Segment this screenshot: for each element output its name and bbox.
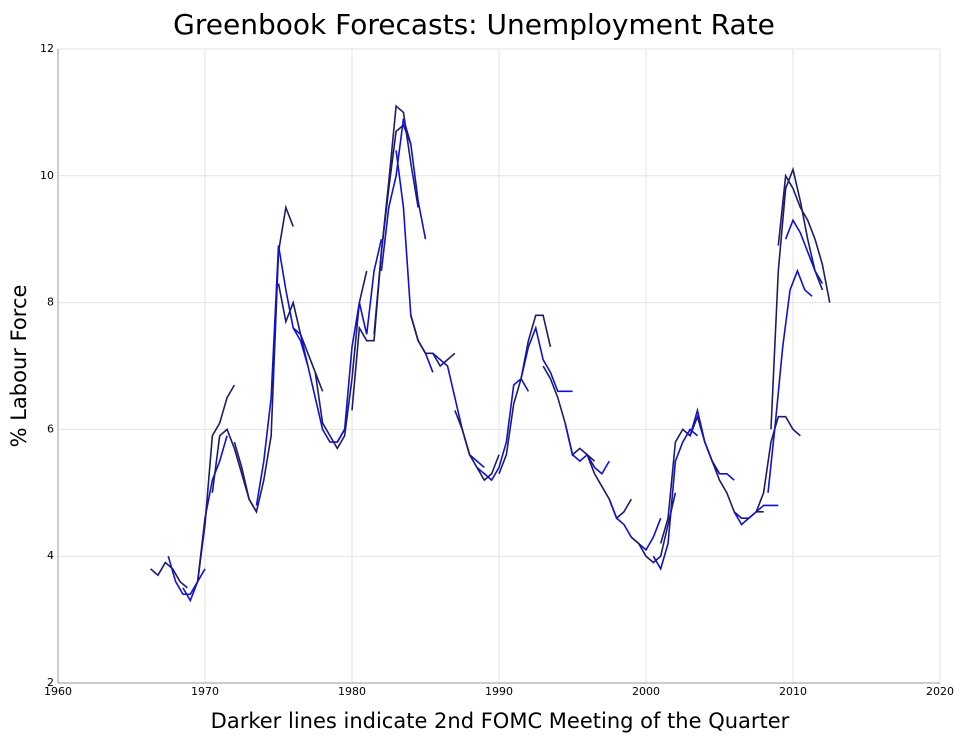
forecast-line [314, 270, 368, 451]
forecast-line [652, 428, 698, 571]
forecast-line [336, 239, 383, 443]
forecast-line [542, 365, 596, 462]
forecast-line [520, 325, 573, 393]
y-axis-label: % Labour Force [7, 285, 31, 448]
x-tick-label: 1970 [191, 685, 219, 698]
forecast-line [777, 173, 831, 303]
forecast-line [498, 314, 552, 475]
y-tick-label: 4 [47, 549, 54, 562]
forecast-line [711, 460, 764, 519]
x-tick-label: 2010 [779, 685, 807, 698]
forecast-line [373, 104, 419, 335]
forecast-line [432, 352, 485, 469]
y-tick-label: 6 [47, 422, 54, 435]
y-tick-label: 2 [47, 676, 54, 689]
forecast-line [380, 118, 427, 271]
forecast-line [755, 415, 801, 513]
forecast-line [733, 504, 779, 526]
forecast-line [608, 498, 662, 552]
y-tick-label: 12 [40, 42, 54, 55]
x-tick-label: 1990 [485, 685, 513, 698]
chart-title: Greenbook Forecasts: Unemployment Rate [173, 8, 775, 41]
forecast-line [476, 377, 530, 482]
forecast-line [454, 410, 500, 482]
forecast-line [255, 245, 309, 506]
x-tick-label: 1980 [338, 685, 366, 698]
forecast-line [410, 315, 456, 368]
y-tick-label: 10 [40, 169, 54, 182]
forecast-line [630, 492, 677, 564]
forecast-line [233, 204, 294, 514]
y-tick-label: 8 [47, 296, 54, 309]
x-tick-label: 2020 [926, 685, 954, 698]
x-tick-label: 1960 [44, 685, 72, 698]
forecast-line [586, 454, 632, 520]
forecast-line [292, 327, 346, 443]
forecast-line [150, 561, 188, 589]
x-tick-label: 2000 [632, 685, 660, 698]
forecast-line [564, 422, 610, 476]
forecast-line [196, 384, 236, 582]
forecast-line [767, 268, 813, 493]
forecast-line [784, 218, 824, 284]
x-axis-label: Darker lines indicate 2nd FOMC Meeting o… [211, 709, 790, 733]
